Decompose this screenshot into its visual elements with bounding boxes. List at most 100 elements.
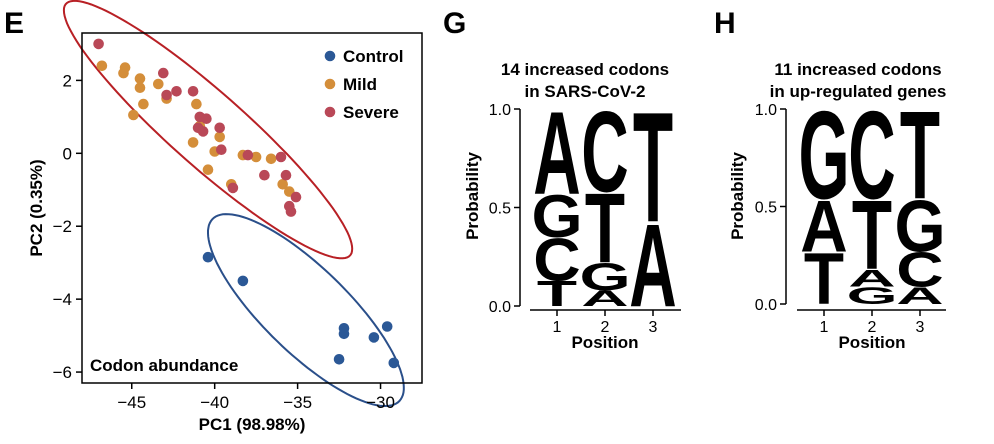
logo-title-line-2: in SARS-CoV-2 [525, 82, 646, 101]
plot-frame [81, 32, 423, 384]
logo-letter-a: A [800, 185, 847, 267]
logo-letter-t: T [852, 180, 892, 290]
legend: Control Mild Severe [324, 47, 403, 122]
scatter-point-mild [134, 82, 146, 93]
scatter-point-severe [285, 206, 297, 217]
logo-letter-t: T [804, 238, 844, 320]
panel-h-logo: H 11 increased codons in up-regulated ge… [714, 7, 946, 352]
scatter-point-control [202, 251, 214, 263]
scatter-point-severe [171, 86, 182, 97]
scatter-point-mild [250, 151, 262, 163]
scatter-point-control [381, 321, 393, 332]
scatter-point-mild [153, 78, 164, 90]
legend-marker-severe [324, 106, 336, 118]
y-axis-label: Probability [728, 152, 747, 240]
y-tick-label: 0.0 [755, 297, 777, 314]
scatter-point-mild [128, 109, 139, 121]
scatter-point-mild [138, 98, 149, 110]
scatter-point-control [368, 332, 380, 343]
x-tick-label: 1 [553, 319, 562, 336]
x-tick-label: 3 [916, 319, 925, 336]
logo-letter-t: T [537, 274, 577, 314]
logo-letter-t: T [900, 86, 940, 226]
scatter-point-severe [214, 122, 225, 134]
scatter-point-mild [202, 164, 214, 175]
scatter-point-severe [290, 191, 302, 203]
scatter-point-severe [242, 149, 254, 161]
x-tick-label: 2 [601, 319, 610, 336]
x-tick-label: −30 [366, 393, 395, 412]
logo-letter-a: A [581, 287, 628, 311]
x-tick-label: 2 [868, 319, 877, 336]
scatter-point-severe [275, 151, 287, 163]
logo-letter-c: C [581, 87, 628, 216]
logo-letter-g: G [894, 185, 945, 267]
x-tick-label: 3 [649, 319, 658, 336]
panel-letter-e: E [4, 7, 24, 40]
x-axis-label: Position [838, 333, 905, 352]
scatter-point-severe [201, 113, 212, 124]
x-tick-label: −35 [283, 393, 312, 412]
scatter-point-severe [227, 182, 239, 194]
logo-title-line-2: in up-regulated genes [770, 82, 947, 101]
logo-axes: 0.0 0.5 1.0 1 2 3 [755, 102, 946, 336]
scatter-point-severe [259, 169, 270, 181]
scatter-point-mild [134, 73, 146, 84]
x-tick-label: 1 [820, 319, 829, 336]
scatter-point-control [338, 328, 350, 340]
scatter-point-control [333, 354, 345, 365]
x-ticks: −45 −40 −35 −30 [117, 383, 395, 412]
scatter-point-mild [265, 153, 277, 165]
confidence-ellipse [62, 0, 354, 260]
legend-marker-mild [324, 78, 336, 90]
x-tick-label: −40 [200, 393, 229, 412]
scatter-point-mild [277, 179, 289, 190]
scatter-point-mild [118, 67, 129, 79]
y-axis-label: Probability [463, 152, 482, 240]
x-axis-label: Position [571, 333, 638, 352]
ellipses [62, 0, 405, 407]
panel-g-logo: G 14 increased codons in SARS-CoV-2 TCGA… [443, 7, 681, 352]
scatter-point-severe [280, 169, 292, 181]
legend-label-control: Control [343, 47, 403, 66]
panel-letter-g: G [443, 7, 466, 40]
legend-label-mild: Mild [343, 75, 377, 94]
y-tick-label: 0.5 [755, 200, 777, 217]
logo-axes: 0.0 0.5 1.0 1 2 3 [489, 102, 681, 336]
logo-letter-a: A [896, 282, 943, 310]
legend-marker-control [324, 50, 336, 62]
y-tick-label: 0.0 [489, 299, 511, 316]
y-axis-label: PC2 (0.35%) [27, 159, 46, 256]
logo-letter-a: A [533, 87, 580, 219]
scatter-point-severe [161, 89, 172, 101]
y-tick-label: 1.0 [489, 102, 511, 119]
scatter-point-severe [216, 144, 227, 155]
y-tick-label: −6 [53, 363, 72, 382]
y-tick-label: 0 [63, 144, 72, 163]
x-tick-label: −45 [117, 393, 146, 412]
logo-letter-c: C [533, 227, 580, 294]
scatter-point-severe [197, 126, 209, 137]
panel-e-scatter: E −45 −40 −35 −30 2 0 −2 −4 −6 PC1 (98.98%) PC2… [4, 0, 423, 434]
y-tick-label: −4 [53, 290, 72, 309]
y-tick-label: 0.5 [489, 201, 511, 218]
logo-letter-a: A [848, 264, 895, 292]
scatter-points [93, 38, 400, 369]
y-tick-label: −2 [53, 217, 72, 236]
scatter-point-control [237, 275, 249, 287]
confidence-ellipse [207, 213, 405, 407]
scatter-point-mild [187, 137, 199, 148]
legend-label-severe: Severe [343, 103, 399, 122]
y-tick-label: 2 [63, 71, 72, 90]
scatter-point-severe [187, 86, 199, 97]
logo-title-line-1: 14 increased codons [501, 60, 669, 79]
logo-letter-c: C [848, 86, 895, 226]
plot-annotation: Codon abundance [90, 356, 238, 375]
scatter-point-severe [93, 38, 104, 50]
logo-letter-t: T [633, 80, 673, 255]
scatter-point-control [388, 357, 400, 369]
panel-letter-h: H [714, 7, 736, 40]
logo-letter-g: G [579, 256, 630, 299]
